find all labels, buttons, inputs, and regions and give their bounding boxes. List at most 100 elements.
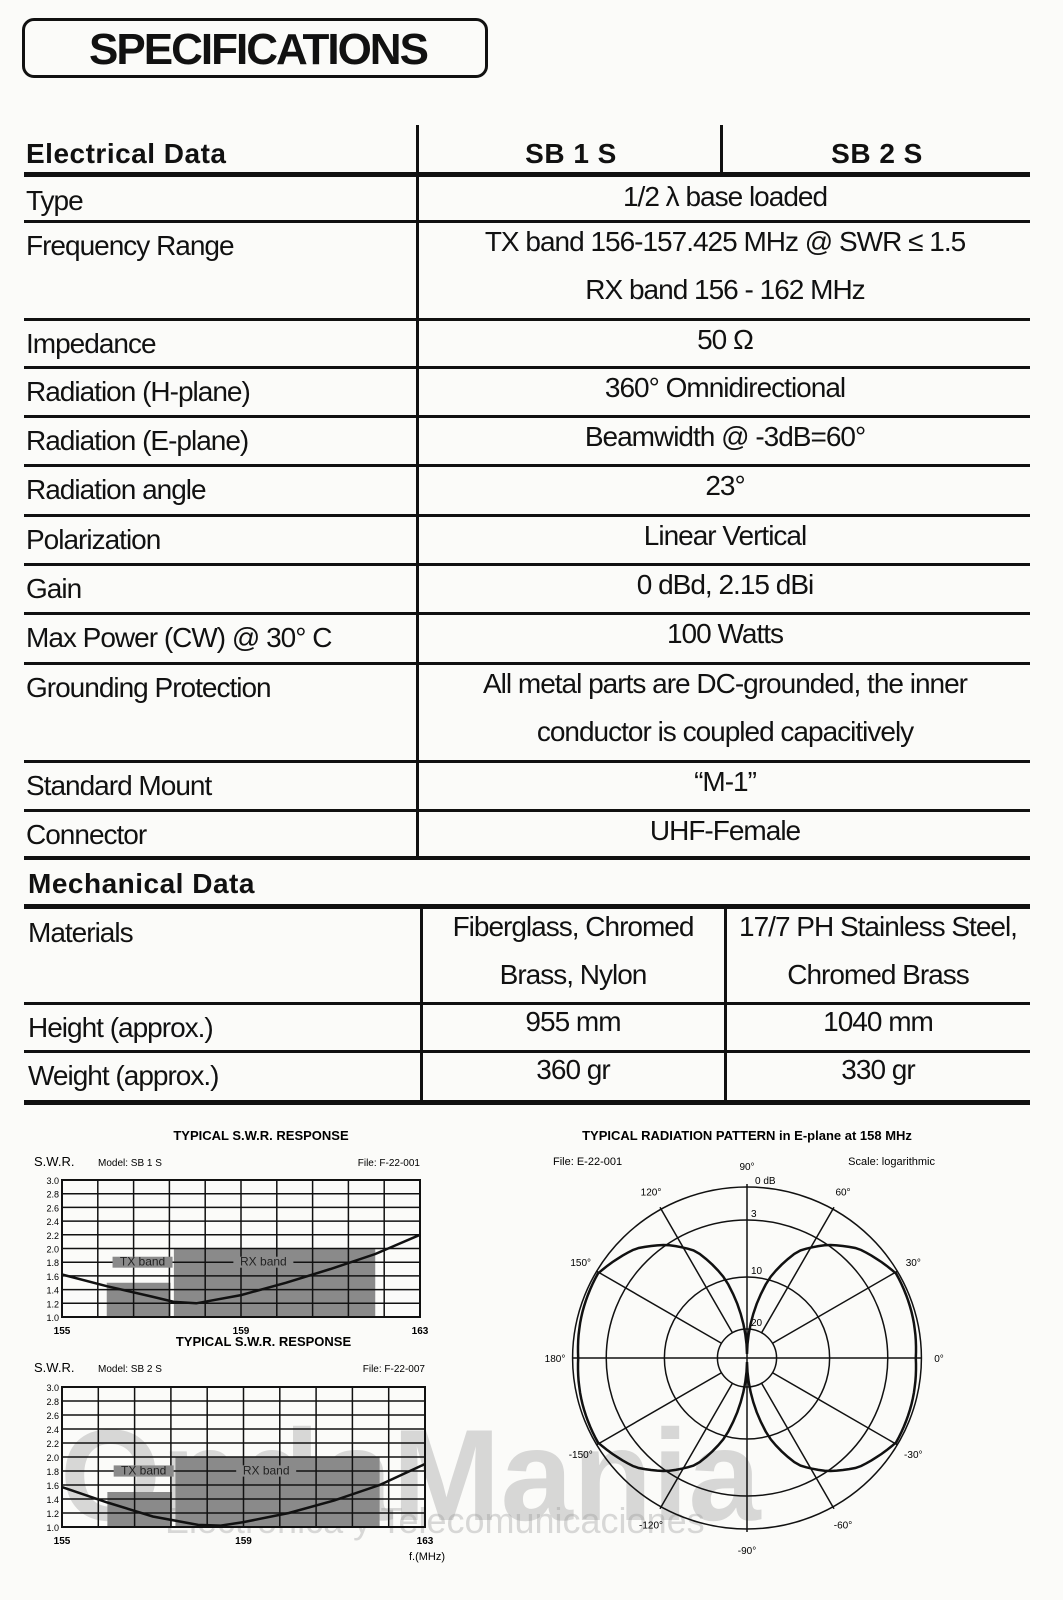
swr-curve [61, 1233, 421, 1305]
angle-label: -90° [738, 1546, 756, 1557]
y-tick-label: 2.8 [46, 1190, 59, 1200]
row-value: 100 Watts [666, 618, 784, 649]
y-tick-label: 2.0 [46, 1245, 59, 1255]
row-value: Beamwidth @ -3dB=60° [584, 421, 866, 452]
row-value: conductor is coupled capacitively [536, 716, 914, 747]
mechanical-header-divider [24, 904, 1030, 909]
column-header-sb2s: SB 2 S [831, 138, 923, 169]
y-tick-label: 2.2 [46, 1231, 59, 1241]
y-tick-label: 2.2 [46, 1439, 59, 1449]
radial-tick-label: 3 [751, 1209, 757, 1220]
row-value-sb2s: 17/7 PH Stainless Steel, [739, 911, 1018, 942]
polar-file: File: E-22-001 [553, 1156, 622, 1168]
row-value-sb2s: Chromed Brass [787, 959, 970, 990]
row-value: “M-1” [694, 766, 757, 797]
y-tick-label: 1.6 [46, 1481, 59, 1491]
row-label: Type [26, 185, 84, 216]
row-label: Weight (approx.) [28, 1060, 219, 1091]
row-label: Materials [28, 917, 134, 948]
angle-label: 60° [835, 1188, 850, 1199]
radial-tick-label: 20 [751, 1318, 763, 1329]
y-tick-label: 1.8 [46, 1467, 59, 1477]
chart-title: TYPICAL S.W.R. RESPONSE [176, 1334, 352, 1349]
angle-spoke [760, 1382, 835, 1510]
chart-title: TYPICAL S.W.R. RESPONSE [173, 1128, 349, 1143]
angle-label: 180° [545, 1354, 566, 1365]
row-label: Height (approx.) [28, 1012, 214, 1043]
y-tick-label: 1.4 [46, 1286, 59, 1296]
angle-label: 120° [641, 1188, 662, 1199]
row-divider [24, 809, 1030, 812]
y-tick-label: 2.4 [46, 1425, 59, 1435]
column-header-sb1s: SB 1 S [525, 138, 617, 169]
x-tick-label: 155 [54, 1536, 71, 1547]
y-tick-label: 1.2 [46, 1299, 59, 1309]
row-value: All metal parts are DC-grounded, the inn… [482, 668, 968, 699]
y-tick-label: 2.6 [46, 1411, 59, 1421]
band-label-bg [112, 1256, 173, 1268]
angle-spoke [659, 1206, 734, 1334]
row-divider [24, 1050, 1030, 1053]
row-value: 360° Omnidirectional [604, 372, 846, 403]
row-label: Connector [26, 819, 147, 850]
header-divider [24, 172, 1030, 177]
angle-label: -150° [569, 1450, 593, 1461]
angle-spoke [771, 1270, 899, 1345]
column-divider [720, 125, 723, 172]
row-divider [24, 318, 1030, 321]
row-value: Linear Vertical [643, 520, 807, 551]
radial-tick-label: 0 dB [755, 1176, 776, 1187]
column-divider [420, 909, 423, 1102]
page-title: SPECIFICATIONS [89, 25, 429, 74]
row-divider [24, 514, 1030, 517]
y-axis-label: S.W.R. [34, 1154, 74, 1169]
row-value-sb1s: 955 mm [525, 1006, 621, 1037]
y-tick-label: 2.4 [46, 1217, 59, 1227]
angle-spoke [771, 1371, 899, 1446]
plot-frame [61, 1386, 426, 1528]
row-value: 1/2 λ base loaded [622, 181, 828, 212]
row-label: Impedance [26, 328, 157, 359]
chart-file: File: F-22-007 [363, 1364, 426, 1375]
angle-label: 150° [570, 1258, 591, 1269]
row-value: RX band 156 - 162 MHz [585, 274, 865, 305]
angle-spoke [595, 1371, 723, 1446]
x-tick-label: 163 [417, 1536, 434, 1547]
row-divider [24, 220, 1030, 223]
row-divider [24, 563, 1030, 566]
angle-label: -120° [639, 1520, 663, 1531]
band-label: RX band [243, 1464, 290, 1478]
angle-label: -30° [904, 1450, 922, 1461]
angle-spoke [659, 1382, 734, 1510]
row-value-sb2s: 330 gr [841, 1054, 915, 1085]
angle-spoke [595, 1270, 723, 1345]
row-value-sb1s: Fiberglass, Chromed [452, 911, 695, 942]
charts-area: TYPICAL S.W.R. RESPONSE S.W.R. Model: SB 1… [34, 1128, 944, 1563]
row-divider [24, 760, 1030, 763]
electrical-data-heading: Electrical Data [26, 138, 227, 169]
row-divider [24, 1100, 1030, 1105]
y-tick-label: 1.8 [46, 1258, 59, 1268]
y-tick-label: 2.0 [46, 1453, 59, 1463]
specifications-title-box: SPECIFICATIONS [22, 18, 488, 78]
chart-model: Model: SB 2 S [98, 1364, 162, 1375]
row-label: Max Power (CW) @ 30° C [26, 622, 332, 653]
row-value-sb2s: 1040 mm [823, 1006, 934, 1037]
y-tick-label: 3.0 [46, 1176, 59, 1186]
row-label: Frequency Range [26, 230, 235, 261]
band-label: TX band [121, 1464, 166, 1478]
band-label-bg [236, 1465, 297, 1477]
row-divider [24, 612, 1030, 615]
angle-label: -60° [834, 1520, 852, 1531]
angle-spoke [760, 1206, 835, 1334]
x-tick-label: 159 [235, 1536, 252, 1547]
row-label: Grounding Protection [26, 672, 272, 703]
plot-frame [61, 1179, 421, 1318]
row-label: Gain [26, 573, 82, 604]
swr-curve [61, 1462, 426, 1527]
y-tick-label: 2.8 [46, 1397, 59, 1407]
row-label: Radiation (H-plane) [26, 376, 251, 407]
radial-tick-label: 10 [751, 1266, 763, 1277]
row-divider [24, 1002, 1030, 1005]
row-divider [24, 662, 1030, 665]
